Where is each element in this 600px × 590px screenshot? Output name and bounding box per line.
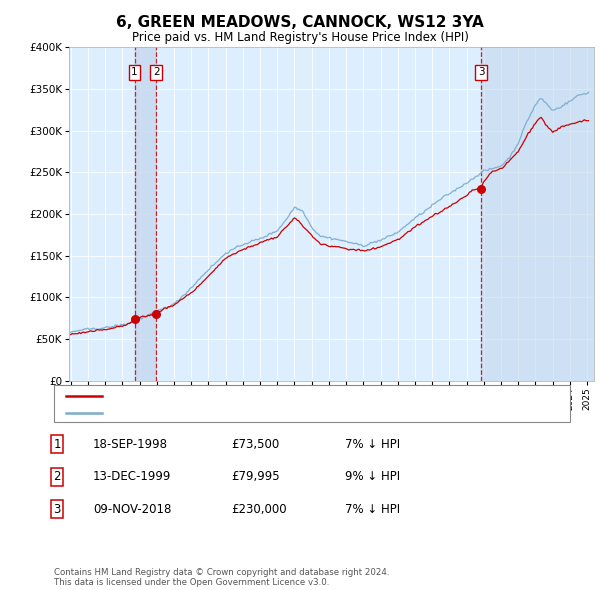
Text: 18-SEP-1998: 18-SEP-1998	[93, 438, 168, 451]
Text: 7% ↓ HPI: 7% ↓ HPI	[345, 438, 400, 451]
Text: 1: 1	[131, 67, 138, 77]
Text: 3: 3	[478, 67, 484, 77]
Bar	[481, 47, 594, 381]
Text: 9% ↓ HPI: 9% ↓ HPI	[345, 470, 400, 483]
Text: 6, GREEN MEADOWS, CANNOCK, WS12 3YA (detached house): 6, GREEN MEADOWS, CANNOCK, WS12 3YA (det…	[108, 391, 429, 401]
Text: 2: 2	[153, 67, 160, 77]
Text: 6, GREEN MEADOWS, CANNOCK, WS12 3YA: 6, GREEN MEADOWS, CANNOCK, WS12 3YA	[116, 15, 484, 30]
Text: 1: 1	[53, 438, 61, 451]
Bar	[134, 47, 156, 381]
Text: Contains HM Land Registry data © Crown copyright and database right 2024.
This d: Contains HM Land Registry data © Crown c…	[54, 568, 389, 587]
Text: 13-DEC-1999: 13-DEC-1999	[93, 470, 172, 483]
Text: £73,500: £73,500	[231, 438, 279, 451]
Text: 09-NOV-2018: 09-NOV-2018	[93, 503, 172, 516]
Text: 7% ↓ HPI: 7% ↓ HPI	[345, 503, 400, 516]
Text: 3: 3	[53, 503, 61, 516]
Text: HPI: Average price, detached house, Cannock Chase: HPI: Average price, detached house, Cann…	[108, 408, 382, 418]
Text: Price paid vs. HM Land Registry's House Price Index (HPI): Price paid vs. HM Land Registry's House …	[131, 31, 469, 44]
Text: £230,000: £230,000	[231, 503, 287, 516]
Text: £79,995: £79,995	[231, 470, 280, 483]
Text: 2: 2	[53, 470, 61, 483]
